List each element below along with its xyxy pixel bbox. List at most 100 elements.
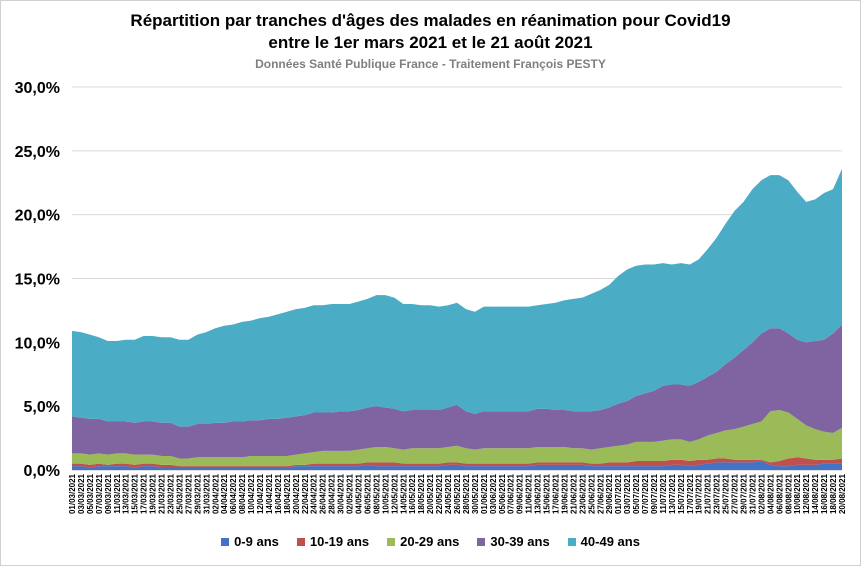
y-tick-label: 30,0% [15, 80, 60, 97]
x-tick-label: 07/07/2021 [641, 473, 650, 514]
x-tick-label: 29/06/2021 [605, 473, 614, 514]
x-tick-label: 15/06/2021 [543, 473, 552, 514]
x-tick-label: 31/03/2021 [202, 473, 211, 514]
legend-item-20-29-ans: 20-29 ans [387, 534, 459, 549]
x-tick-label: 17/03/2021 [140, 473, 149, 514]
x-tick-label: 20/04/2021 [292, 473, 301, 514]
x-tick-label: 22/05/2021 [435, 473, 444, 514]
legend-label: 40-49 ans [580, 534, 640, 549]
legend-swatch [296, 537, 305, 546]
x-tick-label: 11/07/2021 [659, 473, 668, 513]
x-tick-label: 15/03/2021 [131, 473, 140, 514]
x-tick-label: 16/04/2021 [274, 473, 283, 514]
y-tick-label: 5,0% [24, 399, 60, 416]
x-tick-label: 27/07/2021 [731, 473, 740, 514]
y-axis-ticks: 0,0% 5,0% 10,0% 15,0% 20,0% 25,0% 30,0% [15, 80, 60, 480]
x-tick-label: 23/06/2021 [578, 473, 587, 514]
area-series [72, 168, 842, 470]
x-tick-label: 28/05/2021 [462, 473, 471, 514]
x-tick-label: 08/05/2021 [372, 473, 381, 514]
x-tick-label: 04/04/2021 [220, 473, 229, 514]
legend-label: 20-29 ans [400, 534, 460, 549]
legend-item-30-39-ans: 30-39 ans [477, 534, 550, 549]
legend-swatch [477, 537, 486, 546]
x-tick-label: 16/05/2021 [408, 473, 417, 514]
x-tick-label: 12/08/2021 [802, 473, 811, 514]
y-tick-label: 10,0% [15, 335, 60, 352]
x-tick-label: 07/03/2021 [95, 473, 104, 514]
legend-item-0-9-ans: 0-9 ans [221, 534, 279, 549]
x-tick-label: 12/04/2021 [256, 473, 265, 514]
x-tick-label: 13/03/2021 [122, 473, 131, 514]
x-tick-label: 20/08/2021 [838, 473, 847, 514]
x-tick-label: 31/07/2021 [748, 473, 757, 514]
x-tick-label: 23/07/2021 [713, 473, 722, 514]
x-tick-label: 13/06/2021 [534, 473, 543, 514]
legend-swatch [387, 537, 396, 546]
x-tick-label: 14/05/2021 [399, 473, 408, 514]
x-tick-label: 10/08/2021 [793, 473, 802, 514]
x-tick-label: 06/05/2021 [363, 473, 372, 514]
legend-item-40-49-ans: 40-49 ans [567, 534, 640, 549]
x-tick-label: 25/07/2021 [722, 473, 731, 514]
x-tick-label: 19/03/2021 [149, 473, 158, 514]
x-tick-label: 21/07/2021 [704, 473, 713, 514]
x-tick-label: 03/03/2021 [77, 473, 86, 514]
x-tick-label: 17/06/2021 [551, 473, 560, 514]
x-tick-label: 03/06/2021 [489, 473, 498, 514]
x-tick-label: 08/04/2021 [238, 473, 247, 514]
chart-title-line1: Répartition par tranches d'âges des mala… [130, 11, 731, 30]
x-tick-label: 27/03/2021 [184, 473, 193, 514]
x-tick-label: 01/03/2021 [68, 473, 77, 514]
x-tick-label: 29/07/2021 [740, 473, 749, 514]
x-tick-label: 11/03/2021 [113, 473, 122, 513]
x-tick-label: 27/06/2021 [596, 473, 605, 514]
x-tick-label: 26/04/2021 [319, 473, 328, 514]
x-tick-label: 20/05/2021 [426, 473, 435, 514]
x-tick-label: 18/04/2021 [283, 473, 292, 514]
x-tick-label: 05/07/2021 [632, 473, 641, 514]
x-tick-label: 02/05/2021 [346, 473, 355, 514]
x-tick-label: 18/08/2021 [829, 473, 838, 514]
x-tick-label: 09/06/2021 [516, 473, 525, 514]
legend-swatch [221, 537, 230, 546]
x-tick-label: 12/05/2021 [390, 473, 399, 514]
x-tick-label: 16/08/2021 [820, 473, 829, 514]
x-tick-label: 13/07/2021 [668, 473, 677, 514]
x-tick-label: 02/08/2021 [757, 473, 766, 514]
x-tick-label: 10/05/2021 [381, 473, 390, 514]
chart-title-line2: entre le 1er mars 2021 et le 21 août 202… [268, 33, 593, 52]
x-tick-label: 11/06/2021 [525, 473, 534, 513]
x-tick-label: 17/07/2021 [686, 473, 695, 514]
x-tick-label: 05/06/2021 [498, 473, 507, 514]
x-tick-label: 22/04/2021 [301, 473, 310, 514]
y-tick-label: 0,0% [24, 463, 60, 480]
x-tick-label: 24/04/2021 [310, 473, 319, 514]
x-tick-label: 15/07/2021 [677, 473, 686, 514]
x-tick-label: 05/03/2021 [86, 473, 95, 514]
x-tick-label: 04/05/2021 [355, 473, 364, 514]
legend-swatch [567, 537, 576, 546]
x-tick-label: 19/07/2021 [695, 473, 704, 514]
x-tick-label: 18/05/2021 [417, 473, 426, 514]
x-tick-label: 24/05/2021 [444, 473, 453, 514]
legend-item-10-19-ans: 10-19 ans [296, 534, 370, 549]
y-tick-label: 20,0% [15, 208, 60, 225]
x-tick-label: 25/06/2021 [587, 473, 596, 514]
x-tick-label: 01/07/2021 [614, 473, 623, 514]
x-tick-label: 23/03/2021 [166, 473, 175, 514]
y-tick-label: 15,0% [15, 272, 60, 289]
x-tick-label: 08/08/2021 [784, 473, 793, 514]
legend-label: 10-19 ans [309, 534, 370, 549]
x-tick-label: 14/08/2021 [811, 473, 820, 514]
x-tick-label: 09/07/2021 [650, 473, 659, 514]
x-tick-label: 07/06/2021 [507, 473, 516, 514]
area-20-29-ans [72, 410, 842, 467]
x-tick-label: 28/04/2021 [328, 473, 337, 514]
x-tick-label: 09/03/2021 [104, 473, 113, 514]
x-tick-label: 30/04/2021 [337, 473, 346, 514]
x-tick-label: 01/06/2021 [480, 473, 489, 514]
area-40-49-ans [72, 168, 842, 427]
x-tick-label: 21/06/2021 [569, 473, 578, 514]
